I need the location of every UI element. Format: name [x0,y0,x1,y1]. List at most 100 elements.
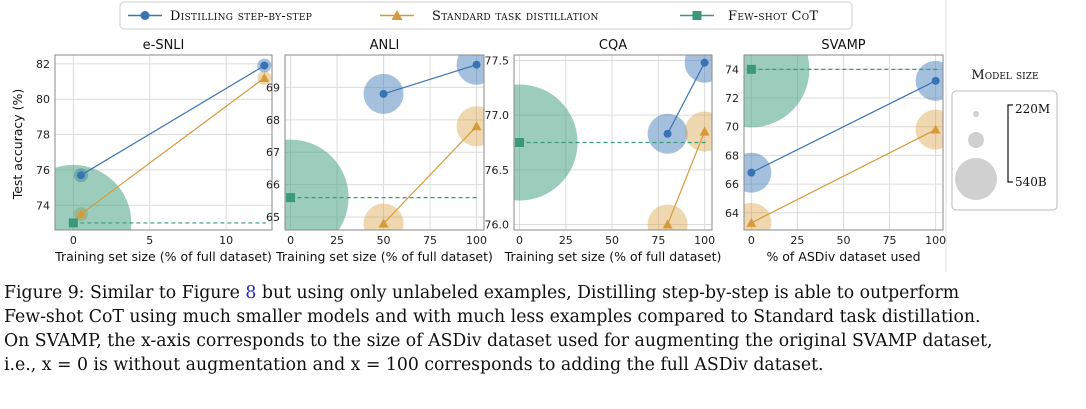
size-marker-large [955,158,997,200]
panel-title: ANLI [370,38,400,53]
plot-frame [743,54,944,231]
model-size-bubble [744,55,810,128]
y-tick-label: 69 [266,81,280,94]
model-size-title: Model size [971,68,1038,83]
caption-line-1: Figure 9: Similar to Figure 8 but using … [4,281,1084,305]
y-tick-label: 74 [725,63,739,76]
series-line [80,77,265,215]
data-point-triangle [930,124,941,134]
legend-label-distill: Distilling step-by-step [170,9,312,24]
data-point-triangle [699,126,710,136]
legend-entry-cot: Few-shot CoT [680,9,818,24]
panel-cqa: 0 25 50 75 100 76.0 76.5 77.0 77.5 CQA Training se… [485,38,722,264]
plot-content [285,55,484,230]
chart-panels: 0 5 10 74 76 78 80 82 e-SNLI Training set size (%… [36,38,946,264]
x-tick-label: 100 [925,234,946,247]
series-line [667,62,706,135]
y-tick-label: 76 [36,164,50,177]
data-point-triangle [662,219,673,229]
legend-label-cot: Few-shot CoT [728,9,818,24]
model-size-bubble [363,203,404,230]
x-tick-label: 100 [466,234,487,247]
x-tick-label: 75 [883,234,897,247]
data-point-circle [747,168,756,177]
caption-line-3: On SVAMP, the x-axis corresponds to the … [4,331,993,351]
model-size-bubble [456,106,484,147]
model-size-bubble [915,60,943,101]
size-marker-medium [968,132,984,148]
data-point-triangle [471,121,482,131]
x-tick-label: 50 [377,234,391,247]
x-tick-label: 5 [146,234,153,247]
legend-label-standard: Standard task distillation [432,9,599,24]
y-tick-label: 78 [36,129,50,142]
y-tick-label: 82 [36,58,50,71]
y-tick-label: 77.0 [485,109,510,122]
x-tick-label: 75 [651,234,665,247]
x-axis-label: % of ASDiv dataset used [766,249,920,264]
y-tick-label: 67 [266,146,280,159]
data-point-circle [260,61,269,70]
size-marker-small [973,111,979,117]
panel-e-snli: 0 5 10 74 76 78 80 82 e-SNLI Training set size (%… [36,38,273,264]
model-size-bubble [744,152,772,193]
size-bracket [1007,104,1013,183]
x-tick-label: 25 [559,234,573,247]
model-size-bubble [514,84,578,201]
data-point-square [746,64,756,74]
data-point-square [515,138,525,147]
panel-title: CQA [599,38,627,53]
y-tick-label: 66 [266,179,280,192]
y-tick-label: 68 [725,149,739,162]
y-tick-label: 74 [36,199,50,212]
y-tick-label: 68 [266,114,280,127]
caption-figure-link[interactable]: 8 [245,283,257,303]
x-tick-label: 0 [748,234,755,247]
legend-entry-distill: Distilling step-by-step [128,9,312,24]
y-tick-label: 72 [725,92,739,105]
x-tick-label: 0 [70,234,77,247]
legend-square-marker [692,11,702,20]
panel-title: SVAMP [821,38,865,53]
legend-entry-standard: Standard task distillation [380,9,599,24]
figure-canvas: Distilling step-by-step Standard task di… [10,0,1058,272]
y-tick-label: 77.5 [485,54,510,67]
legend-circle-marker [140,11,150,20]
series-line [383,125,477,224]
y-tick-label: 76.5 [485,164,510,177]
data-point-triangle [259,72,270,82]
data-point-circle [663,129,672,138]
plot-frame [513,54,713,231]
series-line [751,80,936,174]
y-tick-label: 65 [266,211,280,224]
data-point-square [68,218,78,228]
panel-title: e-SNLI [143,38,185,53]
series-line [751,129,936,224]
data-point-triangle [746,217,757,227]
x-tick-label: 25 [330,234,344,247]
y-axis-label: Test accuracy (%) [10,89,25,201]
y-tick-label: 64 [725,207,739,220]
x-tick-label: 0 [287,234,294,247]
y-tick-label: 66 [725,178,739,191]
caption-prefix: Figure 9: Similar to Figure [4,283,246,303]
model-size-legend: Model size 220M 540B [951,68,1058,211]
size-label-540b: 540B [1015,175,1047,189]
model-size-bubble [647,204,688,230]
data-point-circle [379,89,388,98]
plot-content [55,58,272,230]
panel-anli: 0 25 50 75 100 65 66 67 68 69 ANLI Training set siz… [266,38,493,264]
model-size-bubble [684,111,712,152]
plot-frame [284,54,485,231]
caption-line-4: i.e., x = 0 is without augmentation and … [4,355,824,375]
series-line [667,131,706,225]
caption-line-1-rest: but using only unlabeled examples, Disti… [256,283,960,303]
x-axis-label: Training set size (% of full dataset) [275,249,493,264]
panel-svamp: 0 25 50 75 100 64 66 68 70 72 74 SVAMP % of ASDiv da… [725,38,946,264]
x-tick-label: 0 [516,234,523,247]
x-tick-label: 75 [423,234,437,247]
caption-line-2: Few-shot CoT using much smaller models a… [4,307,981,327]
x-tick-label: 25 [790,234,804,247]
x-tick-label: 50 [605,234,619,247]
x-axis-label: Training set size (% of full dataset) [504,249,722,264]
